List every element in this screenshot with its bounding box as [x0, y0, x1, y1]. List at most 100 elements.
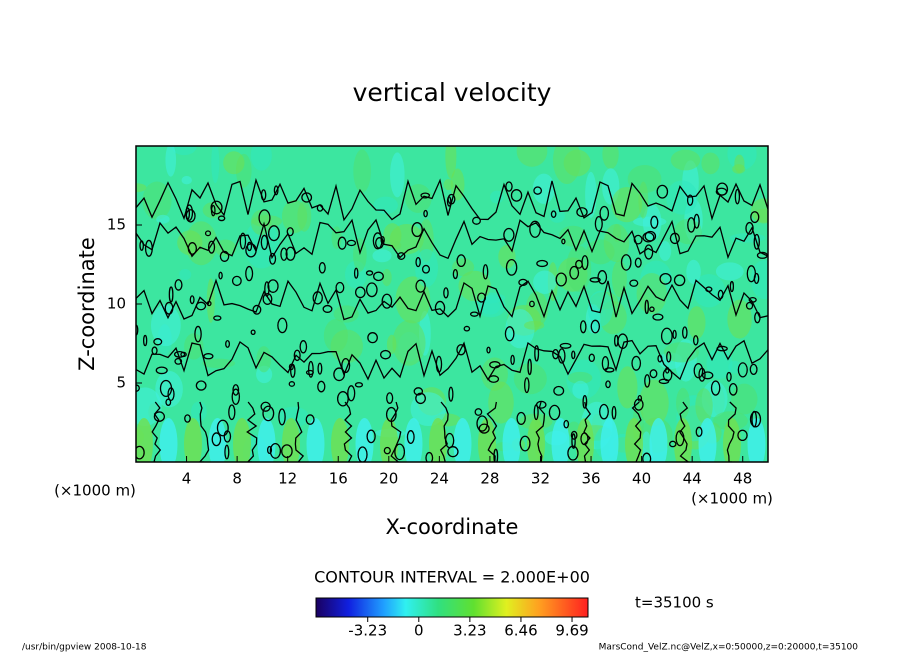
contour-line: [505, 258, 518, 276]
contour-line: [579, 320, 587, 334]
contour-line: [207, 240, 216, 254]
contour-line: [307, 360, 314, 378]
field-patch: [715, 262, 744, 281]
contour-line: [415, 257, 421, 268]
field-patch: [524, 320, 545, 330]
contour-line: [588, 353, 595, 363]
x-tick-label: 12: [278, 470, 297, 488]
field-patch: [600, 418, 619, 462]
contour-line: [260, 401, 271, 412]
field-patch: [706, 348, 733, 380]
contour-line: [486, 401, 498, 462]
contour-line: [337, 236, 347, 250]
contour-line: [686, 194, 694, 206]
contour-line: [194, 325, 202, 343]
contour-line: [252, 304, 262, 315]
contour-line: [569, 265, 580, 280]
field-patch: [355, 418, 374, 462]
contour-line: [366, 429, 376, 444]
contour-line: [644, 299, 649, 315]
contour-line: [269, 442, 282, 459]
contour-line: [317, 380, 326, 393]
contour-line: [354, 286, 366, 299]
y-axis-label: Z-coordinate: [75, 237, 99, 371]
field-patch: [184, 418, 202, 462]
contour-line: [529, 220, 541, 238]
contour-line: [415, 279, 426, 293]
field-patch: [178, 268, 192, 281]
contour-line: [524, 377, 530, 394]
contour-line: [649, 369, 658, 379]
contour-line: [273, 185, 279, 196]
contour-line: [406, 430, 415, 444]
x-unit-left: (×1000 m): [54, 482, 136, 500]
contour-line: [734, 188, 741, 205]
contour-line: [267, 279, 279, 293]
contour-line: [425, 451, 434, 462]
contour-line: [561, 238, 566, 245]
contour-line: [745, 221, 754, 235]
contour-line: [245, 265, 254, 282]
x-tick-label: 40: [632, 470, 651, 488]
contour-line: [335, 281, 345, 294]
contour-line: [503, 227, 515, 242]
contour-line: [527, 358, 532, 376]
contour-line: [262, 405, 275, 422]
contour-line: [604, 367, 615, 373]
contour-line: [553, 385, 565, 396]
contour-line: [472, 216, 481, 225]
contour-line: [317, 362, 323, 375]
contour-line: [563, 419, 570, 429]
contour-line: [281, 444, 293, 459]
contour-line: [153, 411, 166, 422]
contour-line: [343, 401, 353, 462]
field-patch: [410, 392, 446, 427]
contour-line: [631, 355, 642, 371]
contour-line: [710, 380, 721, 396]
contour-line: [168, 286, 174, 303]
field-patch: [211, 146, 220, 184]
contour-line: [381, 293, 393, 309]
field-patch: [395, 276, 431, 324]
contour-line: [726, 401, 737, 462]
field-patch: [330, 329, 363, 364]
field-patch: [415, 248, 439, 288]
field-patch: [727, 299, 752, 339]
contour-line: [469, 311, 479, 317]
footer-right: MarsCond_VelZ.nc@VelZ,x=0:50000,z=0:2000…: [599, 643, 859, 653]
contour-line: [423, 209, 428, 218]
contour-line: [672, 329, 677, 340]
contour-line: [634, 257, 642, 268]
field-patch: [233, 418, 251, 462]
contour-line: [232, 384, 240, 396]
contour-line: [280, 247, 288, 261]
colorbar-tick-label: 9.69: [555, 622, 588, 640]
contour-line: [599, 403, 609, 420]
field-patch: [165, 146, 177, 177]
x-tick-label: 4: [182, 470, 192, 488]
contour-line: [143, 334, 148, 347]
contour-line: [510, 189, 523, 202]
chart-title: vertical velocity: [353, 78, 552, 107]
contour-line: [749, 363, 758, 376]
field-patch: [490, 190, 504, 204]
contour-line: [250, 329, 256, 336]
contour-line: [571, 433, 576, 449]
field-patch: [532, 173, 555, 204]
field-patch: [567, 371, 593, 384]
field-patch: [429, 418, 447, 462]
contour-line: [286, 227, 294, 237]
footer-left: /usr/bin/gpview 2008-10-18: [22, 643, 147, 653]
x-tick-label: 32: [531, 470, 550, 488]
contour-line: [486, 346, 491, 354]
contour-line: [516, 411, 526, 425]
contour-line: [165, 398, 172, 406]
contour-line: [642, 452, 652, 462]
contour-line: [136, 445, 145, 460]
field-patch: [701, 152, 720, 175]
contour-line: [504, 326, 515, 342]
field-patch: [136, 387, 162, 427]
contour-line: [260, 234, 269, 251]
field-patch: [156, 214, 170, 224]
field-patch: [306, 418, 325, 462]
